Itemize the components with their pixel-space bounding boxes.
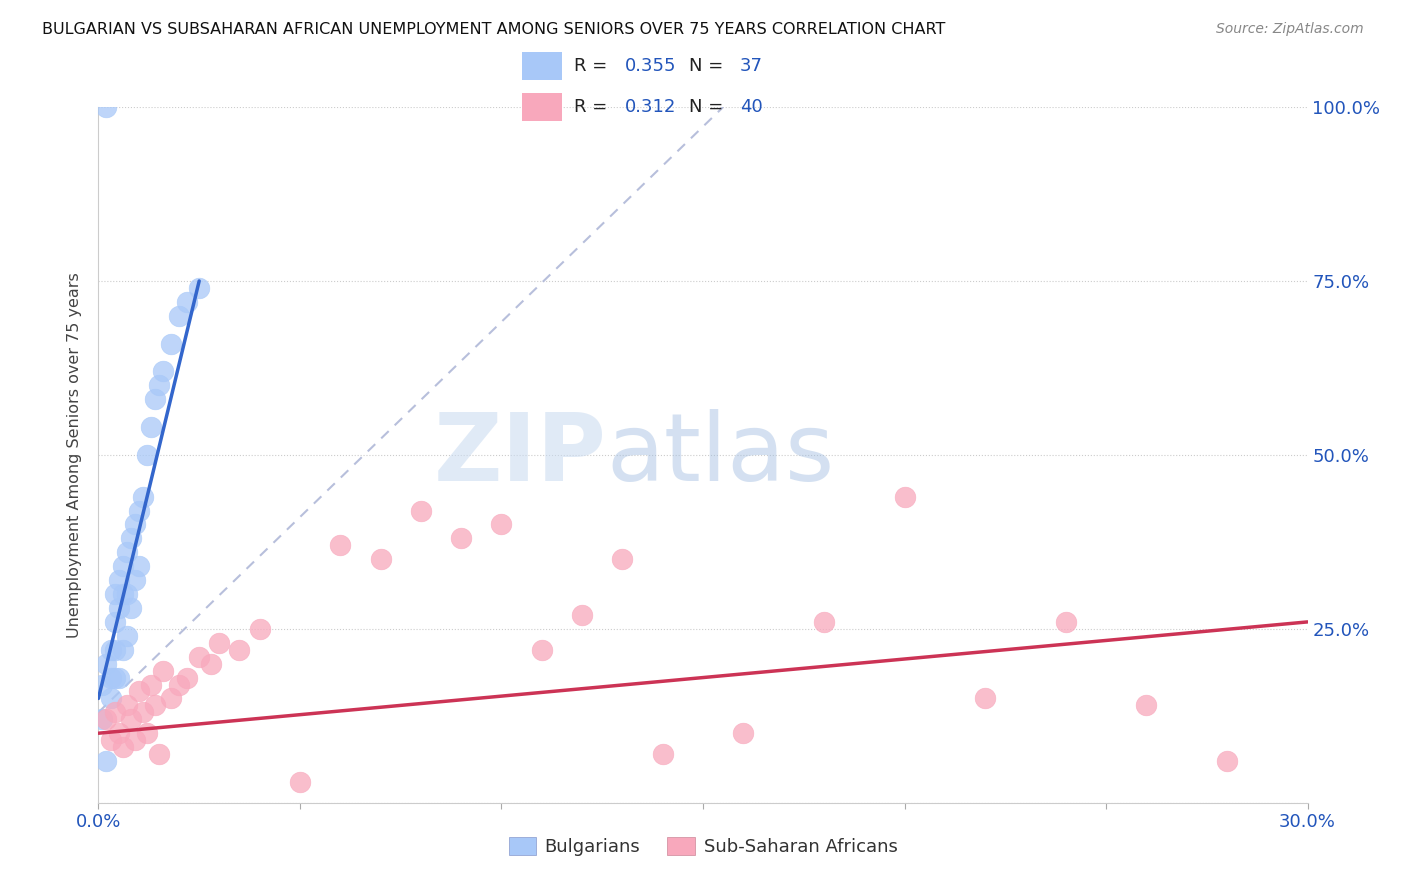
- FancyBboxPatch shape: [522, 93, 561, 120]
- Point: [491, 517, 513, 532]
- Point: [128, 684, 150, 698]
- Point: [96, 754, 118, 768]
- Point: [450, 532, 472, 546]
- Point: [651, 747, 673, 761]
- Point: [612, 552, 634, 566]
- Point: [143, 698, 166, 713]
- Point: [148, 747, 170, 761]
- Y-axis label: Unemployment Among Seniors over 75 years: Unemployment Among Seniors over 75 years: [67, 272, 83, 638]
- Legend: Bulgarians, Sub-Saharan Africans: Bulgarians, Sub-Saharan Africans: [502, 830, 904, 863]
- Text: N =: N =: [689, 98, 728, 116]
- Text: 40: 40: [740, 98, 762, 116]
- Point: [143, 392, 166, 407]
- Point: [103, 706, 125, 720]
- Point: [249, 622, 271, 636]
- Text: R =: R =: [574, 98, 613, 116]
- Point: [571, 607, 593, 622]
- Point: [329, 538, 352, 552]
- Point: [120, 532, 142, 546]
- Point: [111, 587, 134, 601]
- Point: [115, 587, 138, 601]
- Point: [103, 642, 125, 657]
- Point: [530, 642, 553, 657]
- Point: [152, 364, 174, 378]
- Point: [103, 587, 125, 601]
- Point: [733, 726, 755, 740]
- Point: [188, 649, 211, 664]
- Text: ZIP: ZIP: [433, 409, 606, 501]
- Point: [139, 677, 162, 691]
- Point: [124, 573, 146, 587]
- Text: N =: N =: [689, 57, 728, 75]
- Point: [167, 677, 190, 691]
- Point: [135, 726, 157, 740]
- Point: [160, 336, 183, 351]
- Point: [107, 671, 129, 685]
- Point: [100, 642, 122, 657]
- Point: [132, 490, 155, 504]
- Point: [1216, 754, 1239, 768]
- Point: [96, 657, 118, 671]
- Point: [813, 615, 835, 629]
- Point: [111, 642, 134, 657]
- Point: [120, 712, 142, 726]
- Point: [115, 629, 138, 643]
- Point: [148, 378, 170, 392]
- Point: [208, 636, 231, 650]
- Point: [1135, 698, 1157, 713]
- Point: [107, 573, 129, 587]
- Point: [91, 712, 114, 726]
- Point: [176, 294, 198, 309]
- Point: [124, 517, 146, 532]
- Point: [96, 712, 118, 726]
- Point: [370, 552, 392, 566]
- Point: [120, 601, 142, 615]
- Text: Source: ZipAtlas.com: Source: ZipAtlas.com: [1216, 22, 1364, 37]
- Point: [188, 281, 211, 295]
- Point: [100, 671, 122, 685]
- Point: [288, 775, 311, 789]
- Point: [160, 691, 183, 706]
- Point: [893, 490, 915, 504]
- Text: BULGARIAN VS SUBSAHARAN AFRICAN UNEMPLOYMENT AMONG SENIORS OVER 75 YEARS CORRELA: BULGARIAN VS SUBSAHARAN AFRICAN UNEMPLOY…: [42, 22, 946, 37]
- Point: [100, 733, 122, 747]
- Point: [124, 733, 146, 747]
- Point: [103, 671, 125, 685]
- Point: [115, 698, 138, 713]
- Point: [115, 545, 138, 559]
- Point: [111, 559, 134, 574]
- Point: [1054, 615, 1077, 629]
- FancyBboxPatch shape: [522, 53, 561, 80]
- Point: [128, 503, 150, 517]
- Point: [103, 615, 125, 629]
- Point: [409, 503, 432, 517]
- Point: [228, 642, 250, 657]
- Point: [167, 309, 190, 323]
- Text: 0.312: 0.312: [626, 98, 676, 116]
- Text: R =: R =: [574, 57, 613, 75]
- Text: atlas: atlas: [606, 409, 835, 501]
- Point: [139, 420, 162, 434]
- Point: [91, 677, 114, 691]
- Point: [107, 601, 129, 615]
- Point: [200, 657, 222, 671]
- Point: [132, 706, 155, 720]
- Point: [176, 671, 198, 685]
- Point: [152, 664, 174, 678]
- Point: [107, 726, 129, 740]
- Point: [974, 691, 997, 706]
- Point: [100, 691, 122, 706]
- Point: [135, 448, 157, 462]
- Point: [96, 100, 118, 114]
- Text: 0.355: 0.355: [626, 57, 676, 75]
- Point: [128, 559, 150, 574]
- Point: [111, 740, 134, 755]
- Text: 37: 37: [740, 57, 763, 75]
